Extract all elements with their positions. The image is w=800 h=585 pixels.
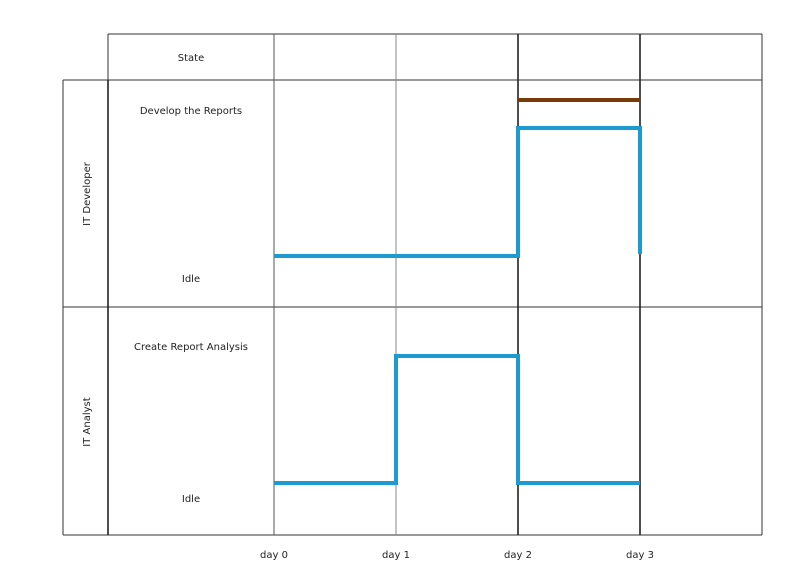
lane-name-it-developer: IT Developer [82, 161, 93, 226]
state-label-develop-the-reports: Develop the Reports [140, 106, 242, 117]
state-label-idle-developer: Idle [182, 274, 200, 285]
state-signal-it-developer [274, 126, 642, 258]
state-column-header: State [178, 53, 204, 64]
state-label-create-report-analysis: Create Report Analysis [134, 342, 248, 353]
tick-label-day-2: day 2 [504, 550, 532, 561]
state-signal-it-analyst [274, 354, 640, 485]
state-label-idle-analyst: Idle [182, 494, 200, 505]
tick-label-day-0: day 0 [260, 550, 288, 561]
tick-label-day-1: day 1 [382, 550, 410, 561]
lane-name-it-analyst: IT Analyst [82, 397, 93, 446]
tick-label-day-3: day 3 [626, 550, 654, 561]
signal-layer [274, 98, 642, 485]
